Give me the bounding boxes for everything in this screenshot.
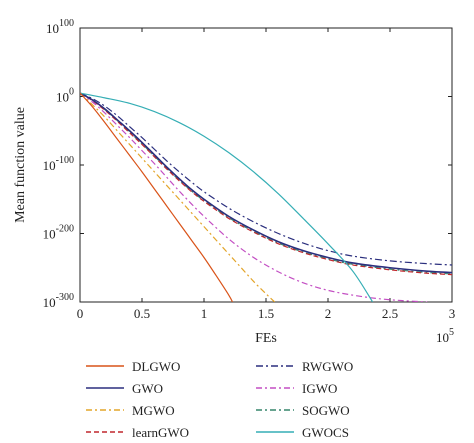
legend-label-igwo: IGWO	[302, 381, 337, 396]
y-tick-label: 10100	[46, 18, 74, 36]
y-tick-base: 10	[46, 21, 59, 36]
legend-label-rwgwo: RWGWO	[302, 359, 353, 374]
series-line-rwgwo	[80, 92, 452, 266]
y-tick-exp: -200	[56, 224, 74, 235]
y-tick-exp: 0	[69, 87, 74, 98]
legend-label-sogwo: SOGWO	[302, 403, 350, 418]
x-scale-label: 105	[436, 327, 454, 345]
legend-label-gwocs: GWOCS	[302, 425, 349, 440]
legend-label-learngwo: learnGWO	[132, 425, 189, 440]
legend: DLGWO GWO MGWO learnGWO RWGWO IGWO SOGWO GWOCS	[86, 359, 353, 440]
y-tick-base: 10	[43, 158, 56, 173]
y-tick-base: 10	[56, 90, 69, 105]
x-scale-exp: 5	[449, 327, 454, 338]
x-tick-label: 1.5	[258, 306, 274, 321]
y-tick-label: 100	[56, 87, 74, 105]
legend-label-mgwo: MGWO	[132, 403, 175, 418]
x-tick-label: 0.5	[134, 306, 150, 321]
x-scale-base: 10	[436, 330, 449, 345]
series-line-dlgwo	[80, 92, 234, 302]
series-line-gwocs	[80, 92, 374, 302]
x-axis-label: FEs	[255, 331, 277, 346]
x-tick-label: 1	[201, 306, 208, 321]
y-tick-label: 10-100	[43, 155, 74, 173]
y-tick-exp: -100	[56, 155, 74, 166]
y-tick-label: 10-300	[43, 292, 74, 310]
series-line-mgwo	[80, 92, 276, 302]
y-tick-base: 10	[43, 295, 56, 310]
series-line-gwo	[80, 92, 452, 274]
y-axis-label: Mean function value	[13, 107, 28, 223]
series-line-learngwo	[80, 92, 452, 276]
x-tick-label: 0	[77, 306, 84, 321]
x-tick-label: 2.5	[382, 306, 398, 321]
series-layer	[80, 92, 452, 302]
x-tick-label: 2	[325, 306, 332, 321]
x-tick-label: 3	[449, 306, 456, 321]
y-tick-label: 10-200	[43, 224, 74, 242]
legend-label-dlgwo: DLGWO	[132, 359, 180, 374]
legend-label-gwo: GWO	[132, 381, 163, 396]
plot-frame	[79, 27, 453, 303]
y-tick-base: 10	[43, 227, 56, 242]
y-tick-exp: 100	[59, 18, 74, 29]
x-axis-ticks: 0 0.5 1 1.5 2 2.5 3	[77, 28, 456, 321]
y-tick-exp: -300	[56, 292, 74, 303]
